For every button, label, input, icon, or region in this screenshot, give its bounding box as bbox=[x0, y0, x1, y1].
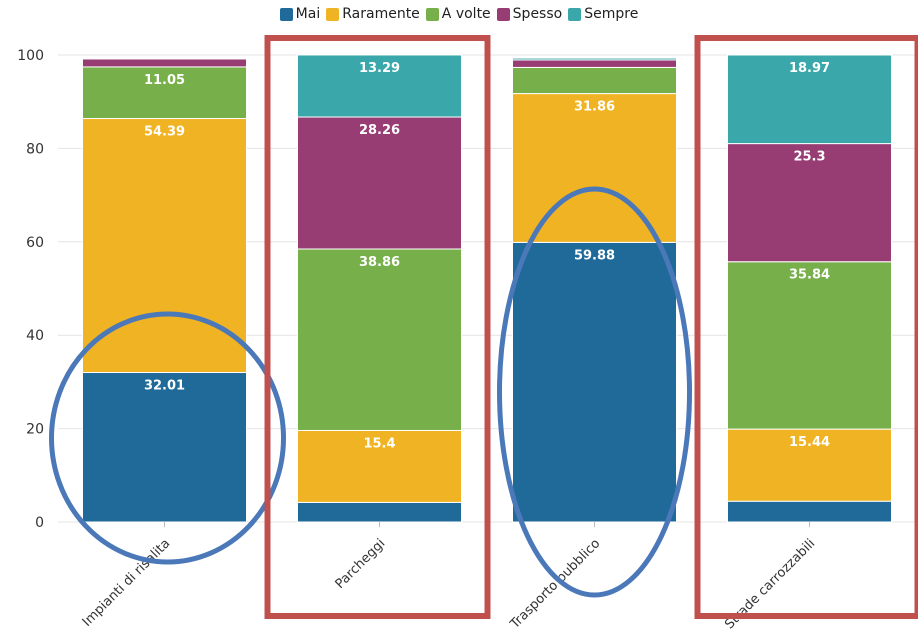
y-tick-label: 80 bbox=[26, 141, 44, 157]
bar-segment bbox=[727, 428, 892, 502]
legend-label: Sempre bbox=[584, 6, 639, 22]
legend-label: Mai bbox=[295, 6, 321, 22]
legend-swatch bbox=[326, 7, 340, 21]
data-label: 35.84 bbox=[789, 268, 830, 283]
bar-segment bbox=[82, 58, 247, 68]
data-label: 32.01 bbox=[144, 379, 185, 394]
legend-swatch bbox=[279, 7, 293, 21]
legend-item-1[interactable]: Raramente bbox=[326, 6, 420, 22]
bar-segment bbox=[512, 59, 677, 68]
y-tick-label: 40 bbox=[26, 328, 44, 344]
bar-segment bbox=[297, 248, 462, 431]
x-tick-label: Impianti di risalita bbox=[80, 536, 174, 630]
legend-item-3[interactable]: Spesso bbox=[496, 6, 563, 22]
annotation-rectangle bbox=[264, 35, 491, 619]
legend-item-0[interactable]: Mai bbox=[279, 6, 321, 22]
bar-segment bbox=[512, 241, 677, 523]
data-label: 15.4 bbox=[363, 436, 395, 451]
bar-segment bbox=[727, 261, 892, 430]
data-label: 31.86 bbox=[574, 100, 615, 115]
legend-swatch bbox=[568, 7, 582, 21]
annotation-circle bbox=[49, 311, 286, 565]
bar-segment bbox=[727, 54, 892, 145]
legend-label: Spesso bbox=[512, 6, 563, 22]
data-label: 18.97 bbox=[789, 61, 830, 76]
bar-segment bbox=[297, 116, 462, 250]
data-label: 15.44 bbox=[789, 435, 830, 450]
bar-segment bbox=[727, 143, 892, 263]
data-label: 11.05 bbox=[144, 73, 185, 88]
bar-segment bbox=[82, 66, 247, 120]
legend-swatch bbox=[425, 7, 439, 21]
data-label: 28.26 bbox=[359, 123, 400, 138]
y-tick-label: 60 bbox=[26, 235, 44, 251]
bar-segment bbox=[512, 66, 677, 95]
legend-item-4[interactable]: Sempre bbox=[568, 6, 638, 22]
y-tick-label: 100 bbox=[17, 48, 44, 64]
data-label: 54.39 bbox=[144, 125, 185, 140]
bar-segment bbox=[297, 429, 462, 503]
x-tick-label: Parcheggi bbox=[333, 536, 389, 592]
data-label: 38.86 bbox=[359, 255, 400, 270]
legend-swatch bbox=[496, 7, 510, 21]
legend-label: Raramente bbox=[342, 6, 420, 22]
data-label: 59.88 bbox=[574, 248, 615, 263]
chart-legend: Mai Raramente A volte Spesso Sempre bbox=[0, 6, 918, 22]
bar-segment bbox=[727, 500, 892, 523]
data-label: 13.29 bbox=[359, 61, 400, 76]
legend-label: A volte bbox=[441, 6, 491, 22]
y-tick-label: 20 bbox=[26, 422, 44, 438]
bar-segment bbox=[297, 501, 462, 523]
annotation-circle bbox=[497, 186, 692, 598]
legend-item-2[interactable]: A volte bbox=[425, 6, 491, 22]
bar-segment bbox=[512, 93, 677, 243]
bar-segment bbox=[512, 57, 677, 61]
bar-segment bbox=[297, 54, 462, 118]
data-label: 25.3 bbox=[793, 150, 825, 165]
y-tick-label: 0 bbox=[35, 515, 44, 531]
x-tick-label: Trasporto pubblico bbox=[507, 536, 603, 632]
bar-segment bbox=[82, 372, 247, 523]
